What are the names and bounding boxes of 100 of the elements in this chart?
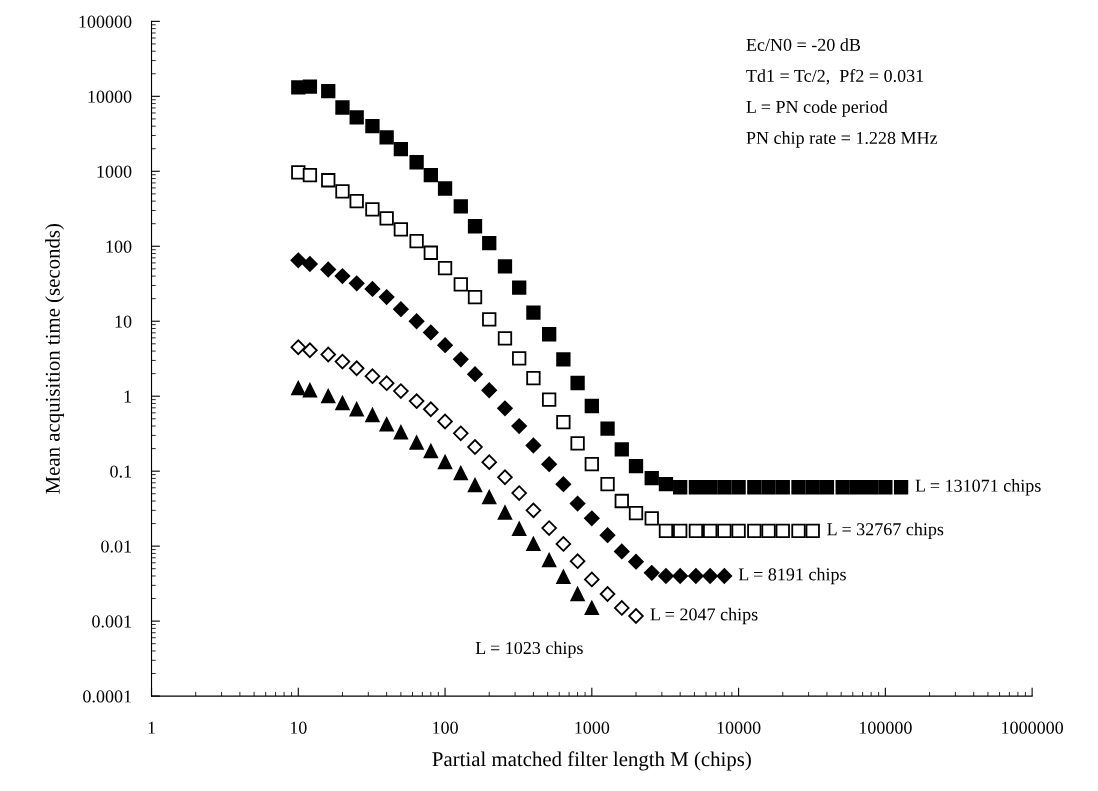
point — [570, 436, 585, 451]
point — [512, 351, 527, 366]
y-tick-label: 100 — [106, 240, 132, 253]
point — [335, 395, 350, 411]
point — [467, 289, 483, 305]
point — [409, 435, 424, 450]
point — [584, 510, 600, 527]
annotation: PN chip rate = 1.228 MHz — [746, 131, 938, 148]
point — [365, 119, 380, 134]
point — [541, 520, 557, 536]
point — [673, 480, 688, 495]
point — [761, 480, 776, 495]
point — [511, 485, 527, 501]
point — [321, 389, 336, 404]
point — [349, 402, 364, 417]
point — [628, 553, 644, 570]
point — [393, 425, 409, 440]
point — [747, 480, 762, 495]
point — [379, 417, 394, 432]
point — [437, 261, 453, 276]
point — [569, 495, 586, 512]
point — [453, 425, 469, 442]
point — [584, 398, 599, 414]
point — [761, 523, 776, 538]
point — [556, 569, 571, 584]
x-tick-label: 1000 — [575, 721, 610, 734]
point — [423, 167, 438, 183]
point — [614, 600, 630, 616]
y-tick-label: 0.01 — [101, 540, 131, 553]
point — [628, 506, 644, 521]
point — [334, 268, 351, 284]
point — [467, 478, 483, 493]
point — [497, 331, 513, 346]
point — [364, 368, 381, 384]
point — [644, 470, 659, 486]
point — [453, 199, 468, 214]
point — [717, 523, 732, 538]
point — [497, 259, 513, 274]
point — [541, 553, 557, 568]
point — [320, 261, 337, 278]
point — [614, 442, 629, 457]
point — [393, 383, 409, 399]
point — [409, 155, 424, 170]
series-label: L = 1023 chips — [475, 641, 583, 658]
point — [717, 480, 732, 495]
point — [688, 480, 704, 495]
point — [467, 366, 483, 382]
point — [291, 381, 306, 396]
x-tick-label: 10000 — [717, 721, 761, 734]
point — [481, 382, 498, 399]
point — [569, 553, 586, 569]
point — [365, 202, 380, 217]
y-tick-label: 1000 — [97, 165, 132, 178]
point — [348, 275, 365, 292]
point — [556, 352, 571, 367]
point — [658, 568, 674, 584]
point — [775, 480, 790, 495]
point — [731, 480, 746, 495]
point — [437, 454, 453, 470]
point — [584, 600, 599, 616]
point — [290, 339, 307, 356]
point — [672, 568, 688, 584]
x-tick-label: 1000000 — [1002, 721, 1064, 734]
point — [349, 193, 364, 209]
point — [570, 375, 585, 391]
series-label: L = 2047 chips — [650, 607, 758, 625]
point — [673, 523, 688, 538]
point — [702, 568, 718, 584]
point — [409, 233, 424, 249]
point — [849, 480, 865, 495]
point — [600, 477, 615, 492]
point — [702, 480, 718, 495]
point — [437, 413, 453, 430]
series-label: L = 32767 chips — [827, 522, 944, 540]
point — [423, 324, 439, 341]
point — [482, 236, 497, 251]
point — [775, 523, 790, 538]
point — [791, 480, 806, 495]
point — [658, 523, 674, 538]
point — [805, 480, 820, 495]
point — [335, 184, 350, 199]
point — [453, 277, 468, 292]
point — [335, 100, 350, 115]
point — [364, 281, 381, 297]
point — [747, 523, 762, 538]
point — [644, 511, 659, 526]
point — [525, 502, 542, 519]
point — [497, 469, 513, 486]
point — [321, 84, 336, 99]
point — [805, 523, 820, 538]
point — [526, 305, 541, 320]
point — [321, 173, 336, 188]
series-label: L = 8191 chips — [738, 567, 846, 585]
point — [658, 477, 674, 492]
point — [512, 280, 527, 295]
y-tick-label: 10000 — [88, 90, 132, 103]
point — [437, 337, 453, 353]
y-tick-label: 0.001 — [92, 615, 131, 628]
point — [348, 360, 365, 377]
point — [453, 351, 469, 368]
